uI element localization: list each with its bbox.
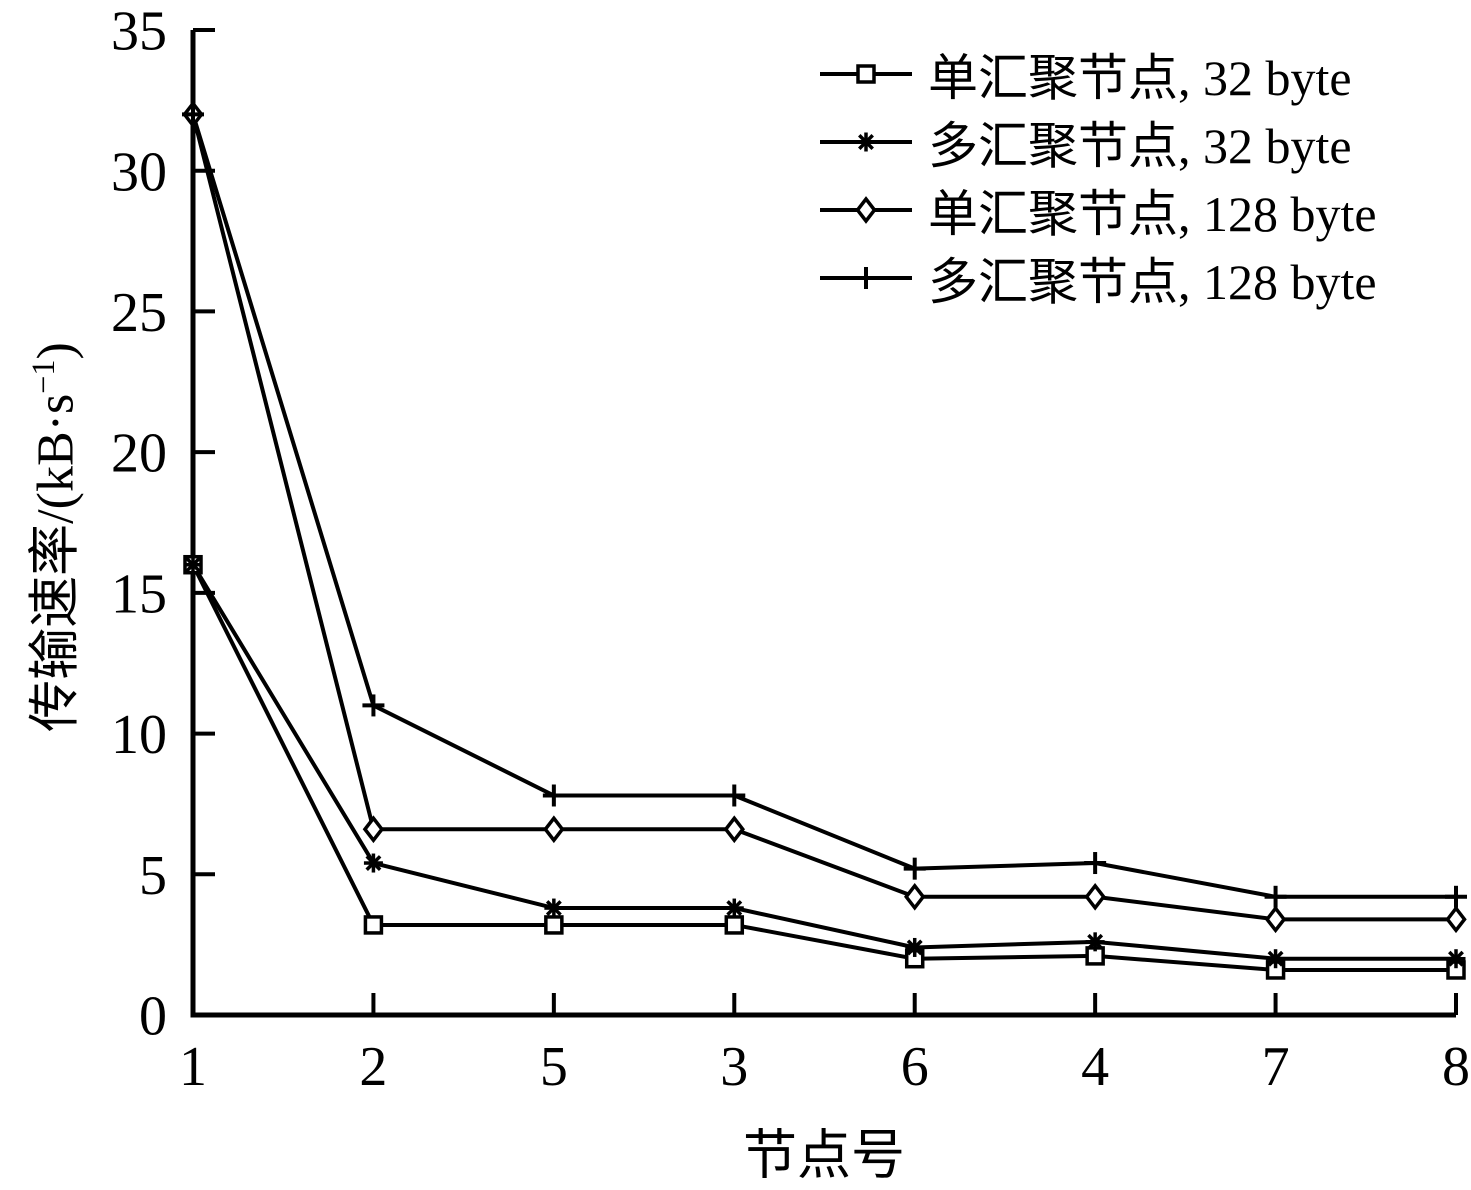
series-2-line (191, 113, 1456, 922)
asterisk-marker-icon (183, 555, 203, 575)
y-tick-label: 0 (139, 986, 167, 1048)
plus-marker-icon (362, 694, 385, 717)
legend-item-label: 单汇聚节点, 32 byte (928, 50, 1352, 106)
legend-diamond-swatch-icon (820, 196, 912, 224)
asterisk-marker-icon (1446, 949, 1466, 969)
diamond-marker-icon (543, 815, 565, 844)
y-tick-label: 20 (111, 423, 167, 485)
diamond-marker-icon (1264, 905, 1287, 934)
x-tick-label: 8 (1442, 1036, 1470, 1098)
plus-marker-icon (903, 857, 926, 880)
legend-item-label: 多汇聚节点, 32 byte (928, 118, 1352, 174)
legend-item-label: 单汇聚节点, 128 byte (928, 186, 1377, 242)
legend-asterisk-swatch-icon (820, 132, 912, 152)
asterisk-marker-icon (724, 898, 744, 918)
square-marker-icon (724, 915, 745, 935)
legend-item-1: 多汇聚节点, 32 byte (818, 108, 1377, 176)
y-tick-label: 5 (139, 845, 167, 907)
y-axis-title: 传输速率/(kB·s−1) (13, 342, 88, 732)
square-marker-icon (544, 915, 564, 935)
square-marker-icon (856, 64, 876, 84)
plus-marker-icon (542, 784, 565, 807)
series-2-markers (182, 100, 1467, 934)
diamond-marker-icon (1445, 905, 1467, 934)
y-tick-label: 30 (111, 141, 167, 203)
y-tick-label: 25 (111, 282, 167, 344)
diamond-marker-icon (362, 815, 385, 844)
plus-marker-icon (182, 103, 204, 126)
x-tick-label: 7 (1262, 1036, 1290, 1098)
y-axis-title-close: ) (27, 342, 85, 360)
x-tick-label: 5 (540, 1036, 568, 1098)
plus-marker-icon (1445, 885, 1467, 908)
y-tick-label: 15 (111, 563, 167, 625)
legend-item-0: 单汇聚节点, 32 byte (818, 40, 1377, 108)
legend-item-3: 多汇聚节点, 128 byte (818, 244, 1377, 312)
asterisk-marker-icon (856, 132, 876, 152)
diamond-marker-icon (904, 882, 926, 911)
x-tick-label: 6 (901, 1036, 929, 1098)
asterisk-marker-icon (363, 853, 383, 873)
x-tick-label: 2 (359, 1036, 387, 1098)
series-1-line (191, 563, 1456, 961)
series-0-line (191, 563, 1456, 972)
asterisk-marker-icon (905, 937, 925, 957)
x-tick-label: 3 (720, 1036, 748, 1098)
series-3-markers (182, 103, 1467, 908)
legend-item-2: 单汇聚节点, 128 byte (818, 176, 1377, 244)
chart-legend: 单汇聚节点, 32 byte 多汇聚节点, 32 byte 单汇聚节点, 128 b… (818, 40, 1377, 312)
series-3-line (191, 113, 1456, 899)
series-1-markers (183, 555, 1466, 969)
plus-marker-icon (723, 784, 746, 807)
x-axis-title: 节点号 (743, 1125, 905, 1186)
diamond-marker-icon (855, 196, 877, 224)
asterisk-marker-icon (544, 898, 564, 918)
asterisk-marker-icon (1085, 932, 1105, 952)
diamond-marker-icon (1084, 882, 1106, 911)
legend-plus-swatch-icon (820, 267, 912, 289)
square-marker-icon (363, 915, 384, 935)
x-tick-label: 1 (179, 1036, 207, 1098)
plus-marker-icon (1264, 885, 1287, 908)
diamond-marker-icon (723, 815, 745, 844)
plus-marker-icon (855, 267, 877, 289)
legend-item-label: 多汇聚节点, 128 byte (928, 254, 1377, 310)
y-tick-label: 35 (111, 1, 167, 63)
y-tick-label: 10 (111, 704, 167, 766)
asterisk-marker-icon (1266, 949, 1286, 969)
y-axis-title-superscript: −1 (25, 359, 62, 394)
plus-marker-icon (1084, 852, 1107, 875)
x-tick-label: 4 (1081, 1036, 1109, 1098)
legend-square-swatch-icon (820, 64, 912, 84)
y-axis-title-text: 传输速率/(kB·s (27, 393, 85, 732)
